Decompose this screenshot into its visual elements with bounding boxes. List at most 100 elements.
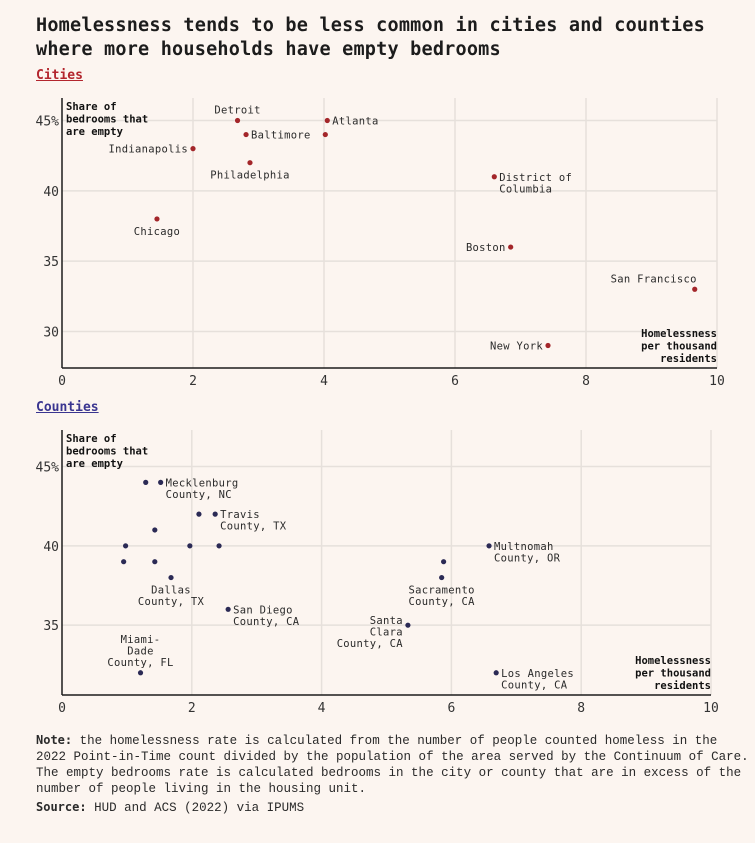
note-label: Note: bbox=[36, 733, 73, 747]
point-label: New York bbox=[490, 341, 543, 353]
point-label: Sacramento bbox=[409, 585, 475, 597]
y-tick-label: 35 bbox=[43, 619, 59, 634]
point-label: Chicago bbox=[134, 226, 180, 238]
point-label: Multnomah bbox=[494, 541, 554, 553]
point-label: Detroit bbox=[214, 105, 260, 117]
x-axis-title: per thousand bbox=[641, 341, 717, 353]
y-axis-title: bedrooms that bbox=[66, 446, 148, 458]
data-point bbox=[243, 131, 249, 138]
point-label: San Diego bbox=[233, 604, 293, 616]
data-point bbox=[322, 131, 328, 138]
x-axis-title: Homelessness bbox=[641, 328, 717, 340]
source-label: Source: bbox=[36, 800, 87, 814]
y-tick-label: 40 bbox=[43, 185, 59, 200]
point-label: County, CA bbox=[501, 679, 568, 691]
y-tick-label: 40 bbox=[43, 540, 59, 555]
source: Source: HUD and ACS (2022) via IPUMS bbox=[36, 800, 304, 815]
y-axis-title: are empty bbox=[66, 458, 124, 470]
y-tick-label: 45% bbox=[36, 460, 60, 475]
x-axis-title: per thousand bbox=[635, 668, 711, 680]
point-label: Santa bbox=[370, 615, 403, 627]
data-point bbox=[234, 117, 241, 124]
x-axis-title: residents bbox=[660, 353, 717, 365]
data-point bbox=[493, 670, 499, 676]
y-tick-label: 35 bbox=[43, 255, 59, 270]
point-label: Boston bbox=[466, 242, 506, 254]
point-label: Miami- bbox=[121, 634, 161, 646]
y-tick-label: 45% bbox=[36, 115, 60, 130]
x-tick-label: 8 bbox=[577, 701, 585, 716]
data-point bbox=[545, 342, 551, 349]
point-label: Indianapolis bbox=[109, 144, 188, 156]
point-label: Travis bbox=[220, 509, 260, 521]
data-point bbox=[152, 527, 158, 533]
point-label: Atlanta bbox=[332, 116, 378, 128]
y-axis-title: are empty bbox=[66, 126, 124, 138]
point-label: Philadelphia bbox=[210, 170, 289, 182]
x-tick-label: 4 bbox=[320, 374, 328, 389]
data-point bbox=[225, 606, 231, 612]
x-tick-label: 6 bbox=[447, 701, 455, 716]
point-label: Columbia bbox=[499, 183, 552, 195]
y-axis-title: Share of bbox=[66, 101, 117, 113]
y-axis-title: bedrooms that bbox=[66, 114, 148, 126]
x-axis-title: Homelessness bbox=[635, 655, 711, 667]
x-tick-label: 2 bbox=[189, 374, 197, 389]
data-point bbox=[123, 543, 129, 549]
note: Note: the homelessness rate is calculate… bbox=[36, 732, 751, 797]
data-point bbox=[212, 511, 218, 517]
point-label: Los Angeles bbox=[501, 668, 574, 680]
point-label: County, CA bbox=[337, 638, 404, 650]
point-label: Mecklenburg bbox=[166, 477, 239, 489]
point-label: San Francisco bbox=[611, 273, 697, 285]
data-point bbox=[508, 244, 514, 250]
x-tick-label: 10 bbox=[703, 701, 719, 716]
y-tick-label: 30 bbox=[43, 325, 59, 340]
x-tick-label: 4 bbox=[318, 701, 326, 716]
x-tick-label: 10 bbox=[709, 374, 725, 389]
data-point bbox=[405, 622, 411, 628]
point-label: District of bbox=[499, 172, 572, 184]
data-point bbox=[190, 146, 196, 152]
data-point bbox=[486, 543, 492, 549]
x-axis-title: residents bbox=[654, 680, 711, 692]
point-label: Baltimore bbox=[251, 130, 311, 142]
y-axis-title: Share of bbox=[66, 433, 117, 445]
data-point bbox=[216, 543, 222, 549]
data-point bbox=[692, 286, 698, 292]
point-label: County, OR bbox=[494, 552, 561, 564]
data-point bbox=[168, 574, 174, 581]
point-label: County, NC bbox=[166, 489, 232, 501]
data-point bbox=[491, 174, 497, 180]
data-point bbox=[143, 479, 149, 485]
point-label: County, FL bbox=[107, 657, 173, 669]
data-point bbox=[196, 511, 202, 517]
data-point bbox=[187, 543, 193, 549]
point-label: County, CA bbox=[233, 616, 300, 628]
data-point bbox=[121, 559, 127, 565]
source-text: HUD and ACS (2022) via IPUMS bbox=[94, 801, 305, 815]
data-point bbox=[324, 117, 330, 124]
data-point bbox=[152, 559, 158, 565]
chart-title: Homelessness tends to be less common in … bbox=[36, 15, 705, 60]
x-tick-label: 2 bbox=[188, 701, 196, 716]
data-point bbox=[158, 479, 164, 485]
point-label: Clara bbox=[370, 627, 403, 639]
point-label: County, TX bbox=[220, 521, 287, 533]
data-point bbox=[247, 160, 253, 166]
section-link-cities[interactable]: Cities bbox=[36, 68, 83, 83]
x-tick-label: 0 bbox=[58, 701, 66, 716]
point-label: County, CA bbox=[409, 596, 476, 608]
point-label: Dade bbox=[127, 645, 154, 657]
x-tick-label: 6 bbox=[451, 374, 459, 389]
section-link-counties[interactable]: Counties bbox=[36, 400, 99, 415]
x-tick-label: 0 bbox=[58, 374, 66, 389]
point-label: County, TX bbox=[138, 596, 205, 608]
point-label: Dallas bbox=[151, 585, 191, 597]
data-point bbox=[441, 559, 447, 565]
data-point bbox=[154, 216, 160, 222]
data-point bbox=[137, 670, 144, 676]
data-point bbox=[439, 574, 445, 581]
